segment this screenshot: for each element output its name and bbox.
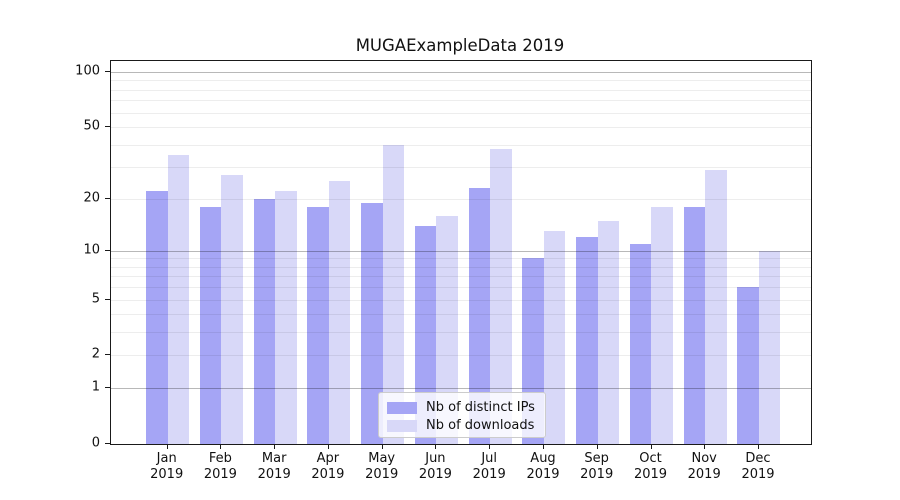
bar-ips-jul xyxy=(468,187,491,444)
x-tick-mark-sep xyxy=(596,444,598,449)
plot-area xyxy=(110,60,812,445)
bar-ips-may xyxy=(361,202,383,444)
bar-ips-nov xyxy=(683,206,706,444)
x-tick-label-sep: Sep 2019 xyxy=(580,451,614,482)
x-tick-label-nov: Nov 2019 xyxy=(687,451,721,482)
bar-downloads-mar xyxy=(275,191,297,444)
x-tick-label-apr: Apr 2019 xyxy=(311,451,345,482)
bar-ips-oct xyxy=(629,243,652,444)
y-tick-label-100: 100 xyxy=(75,63,100,79)
y-tick-label-20: 20 xyxy=(83,190,100,206)
y-tick-label-10: 10 xyxy=(83,242,100,258)
x-tick-label-jul: Jul 2019 xyxy=(472,451,506,482)
bar-downloads-jul xyxy=(490,148,512,444)
legend-swatch-ips xyxy=(387,401,417,414)
y-tick-label-50: 50 xyxy=(83,118,100,134)
bar-ips-dec xyxy=(737,287,759,444)
x-tick-mark-nov xyxy=(704,444,706,449)
bar-downloads-aug xyxy=(543,231,566,444)
x-tick-mark-jun xyxy=(435,444,437,449)
bar-ips-sep xyxy=(576,237,598,444)
legend-label-ips: Nb of distinct IPs xyxy=(426,400,535,415)
bar-ips-jun xyxy=(414,225,437,444)
y-tick-mark-5 xyxy=(105,298,110,300)
x-tick-mark-mar xyxy=(274,444,276,449)
legend-swatch-downloads xyxy=(387,419,417,432)
bar-downloads-sep xyxy=(597,220,620,444)
x-tick-mark-dec xyxy=(758,444,759,449)
x-tick-label-may: May 2019 xyxy=(365,451,399,482)
bar-downloads-feb xyxy=(221,175,243,444)
y-tick-mark-10 xyxy=(105,249,110,251)
x-tick-mark-oct xyxy=(650,444,652,449)
bar-ips-apr xyxy=(307,206,329,444)
bar-downloads-jun xyxy=(436,215,458,444)
y-tick-mark-50 xyxy=(105,126,110,128)
bar-ips-feb xyxy=(199,206,222,444)
chart-title: MUGAExampleData 2019 xyxy=(355,36,565,55)
x-tick-label-feb: Feb 2019 xyxy=(203,451,237,482)
bar-downloads-may xyxy=(382,144,405,444)
bar-ips-mar xyxy=(253,198,276,444)
y-tick-label-5: 5 xyxy=(91,291,100,307)
legend-entry-downloads: Nb of downloads xyxy=(387,417,537,434)
y-tick-mark-1 xyxy=(105,387,110,389)
x-tick-label-jun: Jun 2019 xyxy=(418,451,452,482)
y-tick-mark-0 xyxy=(105,443,110,444)
bar-ips-jan xyxy=(146,191,168,444)
bar-downloads-apr xyxy=(328,181,351,444)
legend-label-downloads: Nb of downloads xyxy=(426,418,535,433)
y-tick-label-1: 1 xyxy=(91,379,100,395)
x-tick-mark-may xyxy=(381,444,383,449)
y-tick-mark-20 xyxy=(105,197,110,199)
bars-layer xyxy=(111,61,811,444)
legend-entry-ips: Nb of distinct IPs xyxy=(387,399,537,416)
x-tick-label-dec: Dec 2019 xyxy=(741,451,775,482)
bar-downloads-dec xyxy=(758,250,781,444)
x-tick-mark-feb xyxy=(220,444,222,449)
y-tick-mark-100 xyxy=(105,71,110,72)
bar-downloads-oct xyxy=(651,206,673,444)
x-tick-label-jan: Jan 2019 xyxy=(150,451,184,482)
bar-downloads-jan xyxy=(167,155,190,444)
y-tick-label-2: 2 xyxy=(91,346,100,362)
y-tick-label-0: 0 xyxy=(91,435,100,451)
y-tick-mark-2 xyxy=(105,354,110,356)
x-tick-label-mar: Mar 2019 xyxy=(257,451,291,482)
x-tick-mark-apr xyxy=(327,444,329,449)
x-tick-mark-jul xyxy=(489,444,491,449)
bar-downloads-nov xyxy=(705,169,727,444)
x-tick-mark-jan xyxy=(166,444,168,449)
x-tick-label-oct: Oct 2019 xyxy=(633,451,668,482)
x-tick-mark-aug xyxy=(543,444,544,449)
legend: Nb of distinct IPs Nb of downloads xyxy=(378,392,546,438)
x-tick-label-aug: Aug 2019 xyxy=(526,451,560,482)
